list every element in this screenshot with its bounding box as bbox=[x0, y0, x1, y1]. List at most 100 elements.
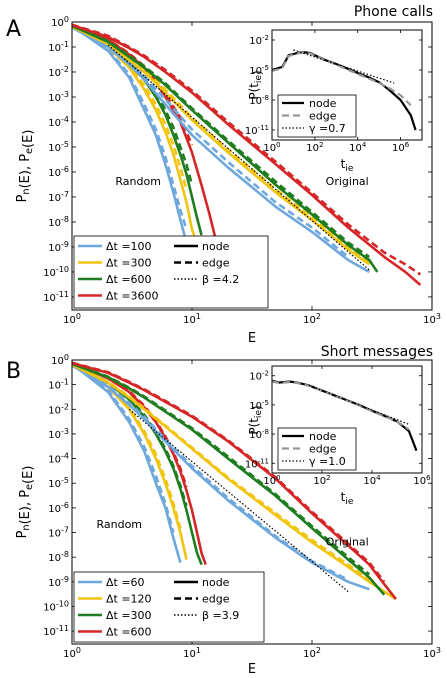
panel-a-legend: Δt =100 Δt =300 Δt =600 Δt =3600 node edge β =… bbox=[73, 235, 269, 309]
x-tick-label: 106 bbox=[392, 141, 410, 154]
x-tick-exp: 2 bbox=[319, 141, 323, 149]
y-tick-base: 10 bbox=[48, 143, 61, 154]
inset-ylabel: P(tie) bbox=[247, 70, 264, 99]
x-tick-label: 106 bbox=[413, 474, 431, 487]
y-tick-label: 10-2 bbox=[48, 402, 69, 416]
label-subscript: ie bbox=[345, 497, 354, 507]
legend-label: Δt =600 bbox=[106, 273, 152, 286]
x-tick-base: 10 bbox=[392, 143, 405, 154]
panel-a-inset-series bbox=[272, 49, 417, 131]
panel-b-inset-series bbox=[272, 379, 418, 452]
y-tick-base: 10 bbox=[48, 504, 61, 515]
x-tick-exp: 2 bbox=[316, 312, 321, 321]
y-tick-label: 10-9 bbox=[48, 575, 69, 589]
x-tick-exp: 6 bbox=[405, 141, 410, 149]
label-part: P(t bbox=[247, 83, 261, 100]
panel-b-label: B bbox=[6, 359, 21, 384]
y-tick-exp: -2 bbox=[262, 370, 269, 378]
series-line bbox=[72, 25, 371, 266]
panel-a-label: A bbox=[6, 17, 21, 42]
y-tick-exp: -2 bbox=[61, 65, 69, 74]
series-line bbox=[72, 362, 182, 563]
legend-label: Δt =3600 bbox=[106, 290, 159, 303]
x-tick-exp: 0 bbox=[76, 312, 81, 321]
y-tick-label: 10-7 bbox=[48, 526, 69, 540]
inset-legend-label: node bbox=[309, 97, 337, 110]
y-tick-label: 10-8 bbox=[48, 215, 69, 229]
label-part: (E), P bbox=[18, 490, 33, 525]
panel-b-series bbox=[72, 361, 397, 601]
label-subscript: ie bbox=[345, 164, 354, 174]
y-tick-label: 10-5 bbox=[249, 64, 269, 77]
y-tick-exp: -9 bbox=[61, 240, 69, 249]
label-part: P bbox=[15, 194, 30, 202]
y-tick-base: 10 bbox=[48, 578, 61, 589]
label-part: (E) bbox=[21, 466, 36, 484]
legend-style-label: β =4.2 bbox=[202, 273, 239, 286]
panel-b-ylabel: Pn(E), Pe(E) bbox=[15, 466, 36, 539]
panel-b-title: Short messages bbox=[321, 344, 433, 360]
x-tick-exp: 2 bbox=[316, 646, 321, 655]
panel-a-ylabel-text: Pn(E), Pe(E) bbox=[15, 130, 36, 203]
y-tick-base: 10 bbox=[48, 168, 61, 179]
y-tick-base: 10 bbox=[43, 293, 56, 304]
y-tick-label: 10-1 bbox=[48, 40, 69, 54]
y-tick-exp: -9 bbox=[61, 575, 69, 584]
annotation-random: Random bbox=[115, 175, 161, 188]
series-line bbox=[72, 363, 349, 582]
x-tick-base: 10 bbox=[303, 315, 316, 326]
x-tick-base: 10 bbox=[63, 315, 76, 326]
y-tick-exp: -8 bbox=[61, 215, 69, 224]
x-tick-exp: 2 bbox=[326, 474, 330, 482]
series-line bbox=[72, 23, 422, 286]
x-tick-label: 102 bbox=[306, 141, 323, 154]
panel-a-inset-frame bbox=[271, 29, 423, 141]
series-line bbox=[72, 23, 422, 276]
y-tick-base: 10 bbox=[51, 18, 64, 29]
y-tick-base: 10 bbox=[245, 126, 258, 137]
x-tick-base: 10 bbox=[423, 649, 436, 660]
y-tick-label: 10-5 bbox=[249, 399, 269, 412]
y-tick-base: 10 bbox=[245, 459, 258, 470]
x-tick-base: 10 bbox=[423, 315, 436, 326]
y-tick-label: 100 bbox=[51, 15, 69, 29]
x-tick-base: 10 bbox=[413, 476, 426, 487]
x-tick-base: 10 bbox=[263, 143, 276, 154]
y-tick-label: 10-11 bbox=[245, 457, 269, 470]
y-tick-exp: 0 bbox=[64, 353, 69, 362]
inset-xlabel: tie bbox=[341, 157, 354, 174]
y-tick-exp: -2 bbox=[262, 34, 269, 42]
series-line bbox=[72, 24, 370, 258]
legend-style-label: node bbox=[202, 240, 230, 253]
y-tick-exp: -6 bbox=[61, 165, 69, 174]
y-tick-label: 100 bbox=[51, 353, 69, 367]
x-tick-base: 10 bbox=[349, 143, 362, 154]
annotation-original: Original bbox=[326, 175, 369, 188]
inset-legend-label: edge bbox=[309, 443, 337, 456]
x-tick-exp: 4 bbox=[376, 474, 381, 482]
y-tick-label: 10-6 bbox=[48, 165, 69, 179]
y-tick-base: 10 bbox=[249, 96, 262, 107]
series-line bbox=[72, 24, 203, 236]
y-tick-exp: -1 bbox=[61, 378, 69, 387]
y-tick-base: 10 bbox=[48, 381, 61, 392]
label-part: (E), P bbox=[18, 154, 33, 189]
y-tick-exp: -10 bbox=[56, 599, 69, 608]
legend-style-label: edge bbox=[202, 257, 230, 270]
y-tick-label: 10-5 bbox=[48, 476, 69, 490]
x-tick-label: 103 bbox=[423, 646, 441, 660]
series-line bbox=[72, 362, 203, 566]
series-line bbox=[72, 24, 188, 230]
x-tick-label: 102 bbox=[303, 312, 321, 326]
y-tick-base: 10 bbox=[48, 68, 61, 79]
x-tick-label: 100 bbox=[63, 312, 81, 326]
y-tick-label: 10-2 bbox=[48, 65, 69, 79]
y-tick-base: 10 bbox=[249, 430, 262, 441]
series-line bbox=[72, 363, 371, 581]
panel-b-ylabel-text: Pn(E), Pe(E) bbox=[15, 466, 36, 539]
panel-a-legend-box bbox=[73, 235, 269, 309]
